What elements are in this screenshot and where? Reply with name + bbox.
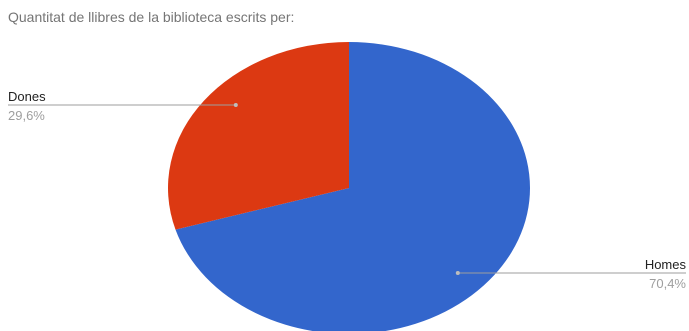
slice-label-dones: Dones	[8, 89, 46, 104]
leader-dot-dones	[233, 103, 238, 107]
pie-slice-dones[interactable]	[168, 42, 349, 230]
chart-title: Quantitat de llibres de la biblioteca es…	[8, 9, 294, 25]
leader-dot-homes	[455, 271, 460, 275]
pie-slices	[168, 42, 530, 331]
slice-percent-homes: 70,4%	[649, 276, 686, 291]
slice-percent-dones: 29,6%	[8, 108, 45, 123]
pie-labels: Homes 70,4% Dones 29,6%	[8, 89, 686, 291]
pie-slice-homes[interactable]	[175, 42, 530, 331]
slice-label-homes: Homes	[645, 257, 687, 272]
